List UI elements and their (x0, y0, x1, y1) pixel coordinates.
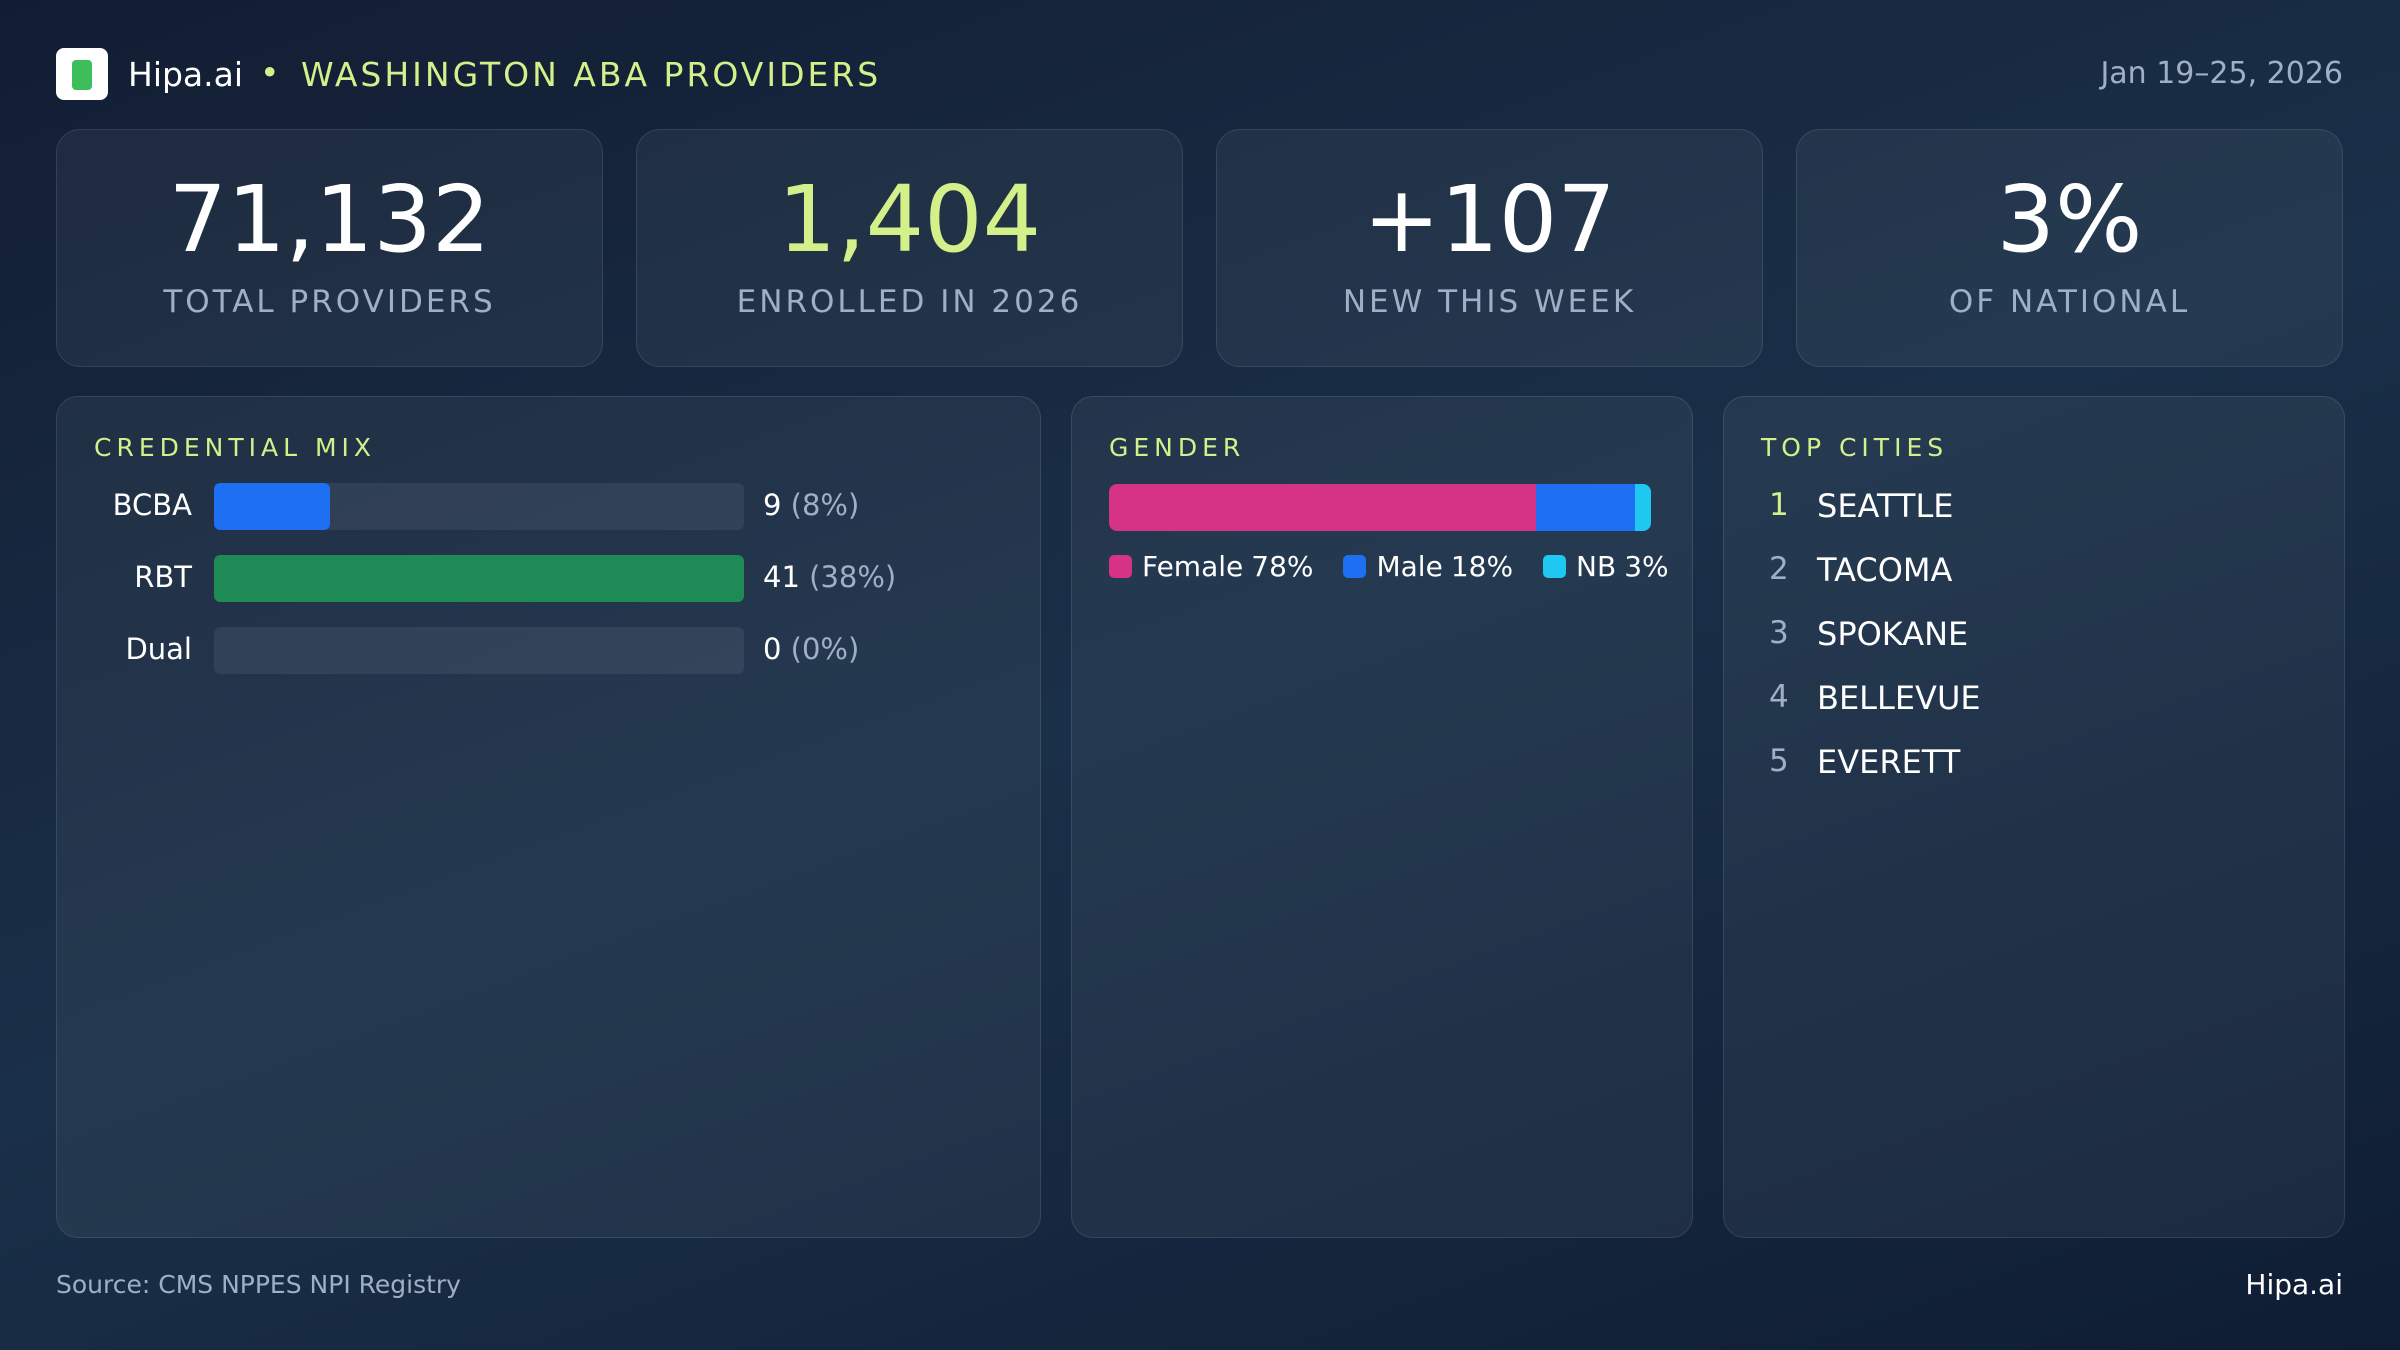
kpi-value: 3% (1996, 166, 2143, 273)
kpi-card: 1,404 ENROLLED IN 2026 (636, 129, 1183, 367)
row-label: Dual (125, 632, 192, 666)
count-label: 41 (763, 560, 800, 594)
footer-brand: Hipa.ai (2245, 1268, 2343, 1301)
city-name: EVERETT (1817, 743, 1961, 781)
legend-item: Female 78% (1109, 550, 1313, 583)
bar (214, 483, 331, 530)
legend-name: Male (1376, 550, 1443, 583)
kpi-value: +107 (1363, 166, 1616, 273)
legend-item: NB 3% (1543, 550, 1669, 583)
legend-swatch (1109, 555, 1132, 578)
gender-segment (1109, 484, 1537, 531)
kpi-card: 3% OF NATIONAL (1796, 129, 2343, 367)
legend-name: Female (1142, 550, 1244, 583)
page-title: WASHINGTON ABA PROVIDERS (301, 55, 882, 94)
row-value: 41 (38%) (763, 560, 896, 594)
kpi-value: 1,404 (777, 166, 1042, 273)
legend-swatch (1343, 555, 1367, 578)
city-rank: 5 (1769, 743, 1789, 779)
bar-track (214, 555, 744, 602)
city-name: SEATTLE (1817, 487, 1954, 525)
panel-title: GENDER (1109, 433, 1246, 462)
count-label: 0 (763, 632, 782, 666)
kpi-card: 71,132 TOTAL PROVIDERS (56, 129, 603, 367)
row-label: RBT (134, 560, 192, 594)
cities-panel: TOP CITIES 1 SEATTLE 2 TACOMA 3 SPOKANE 4 BELLE… (1723, 396, 2345, 1238)
legend-value: 78% (1251, 550, 1314, 583)
city-rank: 2 (1769, 551, 1789, 587)
city-rank: 1 (1769, 487, 1789, 523)
bar-track (214, 627, 744, 674)
logo (56, 48, 108, 100)
gender-legend: Female 78% Male 18% NB 3% (1109, 550, 1669, 583)
credential-panel: CREDENTIAL MIX BCBA 9 (8%) RBT 41 (38%) Dual… (56, 396, 1041, 1238)
kpi-card: +107 NEW THIS WEEK (1216, 129, 1763, 367)
legend-value: 18% (1450, 550, 1514, 583)
row-value: 0 (0%) (763, 632, 859, 666)
city-name: BELLEVUE (1817, 679, 1981, 717)
kpi-label: ENROLLED IN 2026 (736, 284, 1083, 320)
legend-swatch (1543, 555, 1567, 578)
gender-bar (1109, 484, 1651, 531)
row-value: 9 (8%) (763, 488, 859, 522)
bar (214, 555, 744, 602)
city-name: SPOKANE (1817, 615, 1969, 653)
kpi-label: OF NATIONAL (1948, 284, 2191, 320)
source: Source: CMS NPPES NPI Registry (56, 1270, 461, 1299)
date-range: Jan 19–25, 2026 (2100, 56, 2343, 91)
city-rank: 3 (1769, 615, 1789, 651)
kpi-label: TOTAL PROVIDERS (163, 284, 496, 320)
row-label: BCBA (112, 488, 192, 522)
legend-name: NB (1576, 550, 1617, 583)
count-label: 9 (763, 488, 782, 522)
share-label: (0%) (790, 632, 860, 666)
brand: Hipa.ai (128, 55, 244, 94)
separator: • (260, 53, 280, 92)
bar-track (214, 483, 744, 530)
share-label: (8%) (790, 488, 860, 522)
share-label: (38%) (809, 560, 897, 594)
panel-title: TOP CITIES (1761, 433, 1949, 462)
kpi-value: 71,132 (168, 166, 491, 273)
city-rank: 4 (1769, 679, 1789, 715)
legend-value: 3% (1624, 550, 1669, 583)
city-name: TACOMA (1817, 551, 1953, 589)
panel-title: CREDENTIAL MIX (94, 433, 377, 462)
gender-panel: GENDER Female 78% Male 18% NB 3% (1071, 396, 1693, 1238)
gender-segment (1634, 484, 1651, 531)
kpi-label: NEW THIS WEEK (1342, 284, 1637, 320)
legend-item: Male 18% (1343, 550, 1513, 583)
gender-segment (1536, 484, 1635, 531)
